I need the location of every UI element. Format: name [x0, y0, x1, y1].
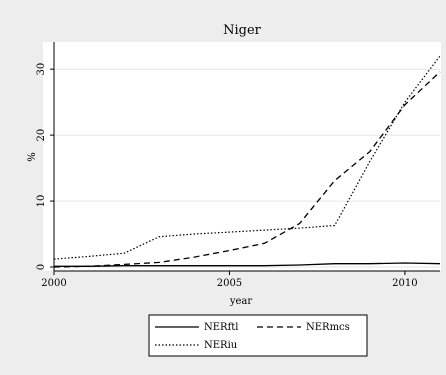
gridlines — [54, 68, 440, 268]
x-tick-label: 2000 — [41, 278, 66, 289]
y-tick-label: 10 — [36, 195, 47, 208]
x-tick-label: 2010 — [392, 278, 417, 289]
y-axis-title: % — [27, 152, 38, 162]
series-line-nermcs — [53, 71, 441, 268]
series-line-neriu — [53, 55, 441, 260]
legend-items: NERftl NERmcs NERiu — [155, 322, 350, 351]
y-tick-label: 20 — [36, 129, 47, 142]
x-axis-title: year — [229, 296, 253, 307]
y-tick-label: 0 — [36, 264, 47, 270]
x-tick-label: 2005 — [217, 278, 242, 289]
legend-label-neriu: NERiu — [204, 340, 238, 351]
legend: NERftl NERmcs NERiu — [148, 314, 368, 357]
chart-title: Niger — [223, 23, 262, 38]
series-lines — [53, 55, 441, 268]
series-line-nerftl — [54, 262, 441, 267]
x-axis-ticks: 2000 2005 2010 — [41, 271, 418, 289]
legend-label-nerftl: NERftl — [204, 322, 239, 333]
y-tick-label: 30 — [36, 63, 47, 76]
legend-box — [148, 314, 368, 357]
plot-area — [43, 42, 441, 271]
y-axis-ticks: 0 10 20 30 — [36, 63, 54, 270]
legend-label-nermcs: NERmcs — [306, 322, 350, 333]
